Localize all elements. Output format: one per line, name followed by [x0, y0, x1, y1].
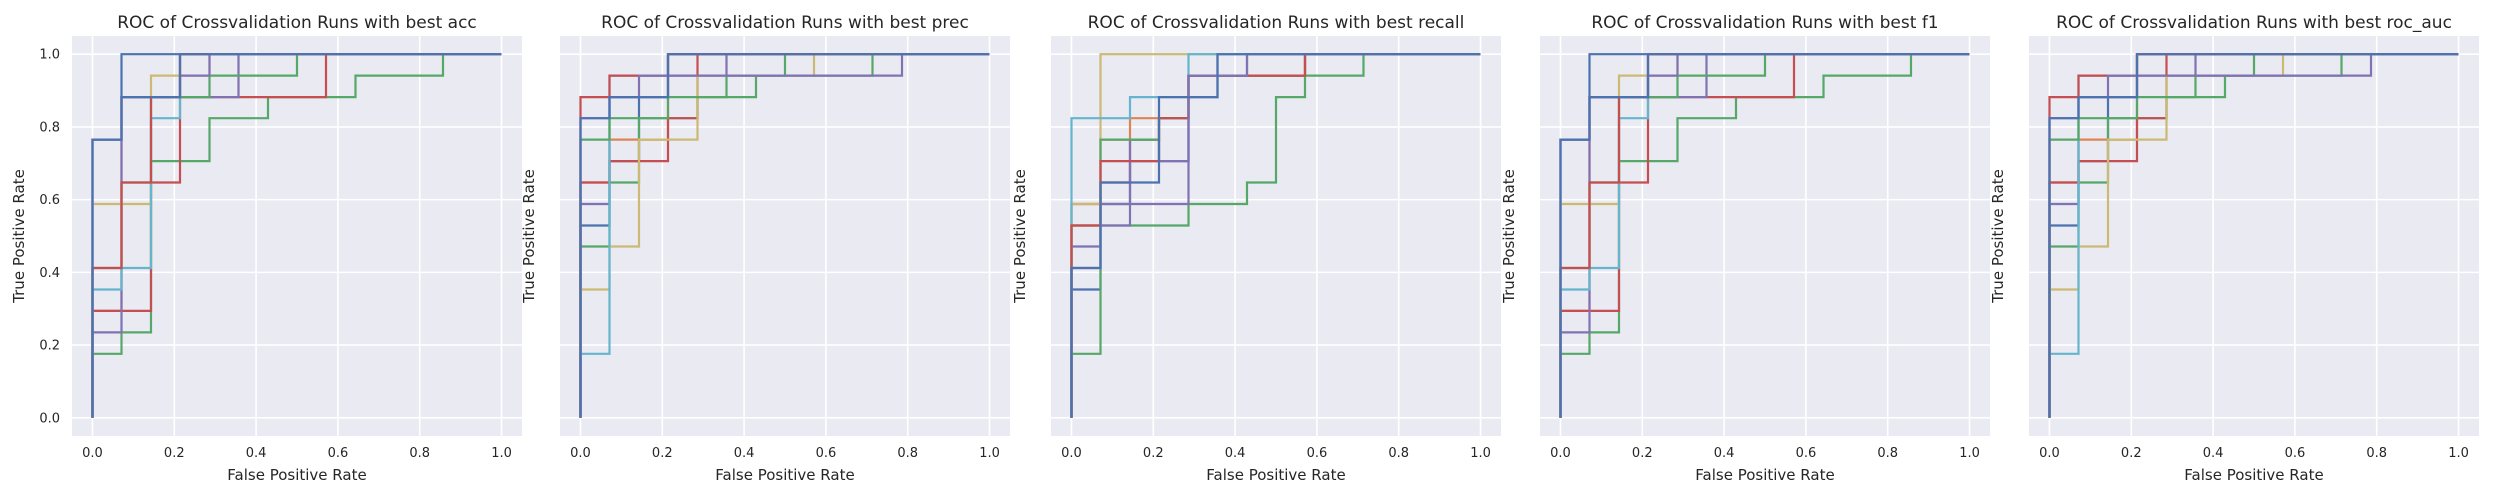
x-tick-label: 0.4 — [734, 446, 755, 461]
x-axis-label: False Positive Rate — [227, 466, 366, 484]
x-tick-label: 0.4 — [1225, 446, 1246, 461]
plot-area — [72, 36, 522, 436]
x-tick-label: 0.6 — [2285, 446, 2306, 461]
x-tick-label: 0.2 — [164, 446, 185, 461]
x-tick-label: 0.0 — [1061, 446, 1082, 461]
x-tick-label: 0.8 — [409, 446, 430, 461]
x-tick-label: 0.4 — [1714, 446, 1735, 461]
panel-title: ROC of Crossvalidation Runs with best re… — [1088, 13, 1465, 33]
y-tick-label: 0.2 — [39, 339, 60, 354]
y-tick-label: 0.4 — [39, 266, 60, 281]
x-tick-label: 0.2 — [1143, 446, 1164, 461]
x-axis-label: False Positive Rate — [1695, 466, 1834, 484]
x-tick-label: 0.6 — [816, 446, 837, 461]
x-tick-label: 0.2 — [652, 446, 673, 461]
y-tick-label: 0.8 — [39, 120, 60, 135]
x-tick-label: 0.2 — [2121, 446, 2142, 461]
roc-curve-11 — [579, 53, 990, 418]
roc-curve-3 — [1559, 53, 1970, 418]
x-tick-label: 0.0 — [82, 446, 103, 461]
roc-curve-4 — [1559, 53, 1970, 418]
x-tick-label: 0.8 — [2366, 446, 2387, 461]
x-tick-label: 0.8 — [897, 446, 918, 461]
roc-curve-4 — [91, 53, 502, 418]
x-tick-label: 0.4 — [246, 446, 267, 461]
roc-curve-6 — [2048, 53, 2459, 418]
x-tick-label: 0.2 — [1632, 446, 1653, 461]
x-tick-label: 1.0 — [1959, 446, 1980, 461]
panel-title: ROC of Crossvalidation Runs with best pr… — [601, 13, 969, 33]
plot-area — [2029, 36, 2479, 436]
roc-curve-3 — [1070, 53, 1481, 418]
x-tick-label: 1.0 — [2448, 446, 2469, 461]
roc-panel-5: 0.0 0.2 0.4 0.6 0.8 1.0 ROC of Crossvalidation… — [1989, 13, 2479, 484]
x-axis-label: False Positive Rate — [715, 466, 854, 484]
roc-panel-4: 0.0 0.2 0.4 0.6 0.8 1.0 ROC of Crossvalidation… — [1500, 13, 1990, 484]
x-tick-label: 0.0 — [1550, 446, 1571, 461]
x-tick-label: 0.6 — [328, 446, 349, 461]
x-tick-label: 1.0 — [979, 446, 1000, 461]
roc-curve-3 — [91, 53, 502, 418]
roc-curve-6 — [579, 53, 990, 418]
y-axis-label: True Positive Rate — [1989, 169, 2007, 304]
y-axis-label: True Positive Rate — [1500, 169, 1518, 304]
plot-area — [560, 36, 1010, 436]
x-tick-label: 0.0 — [2039, 446, 2060, 461]
panel-title: ROC of Crossvalidation Runs with best ro… — [2056, 13, 2452, 33]
x-tick-label: 0.8 — [1388, 446, 1409, 461]
y-axis-label: True Positive Rate — [1011, 169, 1029, 304]
roc-curve-11 — [91, 53, 502, 418]
y-axis-label: True Positive Rate — [10, 169, 28, 304]
x-tick-label: 0.4 — [2203, 446, 2224, 461]
x-axis-label: False Positive Rate — [1206, 466, 1345, 484]
roc-curve-7 — [1070, 53, 1481, 418]
x-tick-label: 0.0 — [570, 446, 591, 461]
y-tick-label: 0.0 — [39, 411, 60, 426]
panel-title: ROC of Crossvalidation Runs with best ac… — [117, 13, 477, 33]
roc-panel-2: 0.0 0.2 0.4 0.6 0.8 1.0 ROC of Crossvalidation… — [520, 13, 1010, 484]
y-tick-label: 1.0 — [39, 48, 60, 63]
roc-panel-1: 0.0 0.2 0.4 0.6 0.8 1.0 0.0 0.2 0.4 0.6 0.8 1.0 ROC … — [10, 13, 522, 484]
x-axis-label: False Positive Rate — [2184, 466, 2323, 484]
x-tick-label: 1.0 — [491, 446, 512, 461]
roc-curve-11 — [1559, 53, 1970, 418]
panel-title: ROC of Crossvalidation Runs with best f1 — [1591, 13, 1938, 33]
roc-panel-3: 0.0 0.2 0.4 0.6 0.8 1.0 ROC of Crossvalidation… — [1011, 13, 1501, 484]
roc-curve-11 — [2048, 53, 2459, 418]
x-tick-label: 0.6 — [1307, 446, 1328, 461]
x-tick-label: 0.6 — [1796, 446, 1817, 461]
x-tick-label: 1.0 — [1470, 446, 1491, 461]
roc-curve-11 — [1070, 53, 1481, 418]
plot-area — [1540, 36, 1990, 436]
y-tick-label: 0.6 — [39, 193, 60, 208]
y-axis-label: True Positive Rate — [520, 169, 538, 304]
x-tick-label: 0.8 — [1877, 446, 1898, 461]
